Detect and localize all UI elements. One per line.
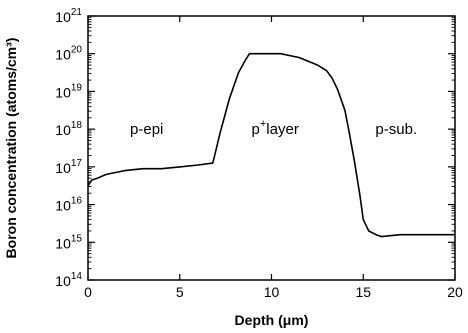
plot-frame xyxy=(87,15,456,281)
x-tick-label: 0 xyxy=(84,284,92,300)
y-axis-ticks: 1014 1015 1016 1017 1018 1019 1020 1021 xyxy=(55,7,455,289)
x-axis-ticks: 0 5 10 15 20 xyxy=(84,16,463,300)
boron-profile-line xyxy=(87,52,455,238)
x-tick-label: 10 xyxy=(264,284,280,300)
y-tick-label: 1018 xyxy=(55,120,82,138)
x-tick-label: 20 xyxy=(447,284,463,300)
region-labels: p-epi p+layer p-sub. xyxy=(130,118,417,138)
x-axis-title: Depth (μm) xyxy=(235,312,309,328)
y-tick-label: 1019 xyxy=(55,82,82,100)
y-tick-label: 1017 xyxy=(55,158,82,176)
x-tick-label: 5 xyxy=(176,284,184,300)
y-tick-label: 1021 xyxy=(55,7,82,25)
y-tick-label: 1015 xyxy=(55,233,82,251)
y-tick-label: 1016 xyxy=(55,196,82,214)
y-tick-label: 1020 xyxy=(55,45,82,63)
y-axis-title: Boron concentration (atoms/cm³) xyxy=(3,38,19,259)
region-label: p+layer xyxy=(252,118,299,138)
region-label: p-epi xyxy=(130,121,163,138)
region-label: p-sub. xyxy=(375,121,417,138)
y-tick-label: 1014 xyxy=(55,271,82,289)
x-tick-label: 15 xyxy=(355,284,371,300)
